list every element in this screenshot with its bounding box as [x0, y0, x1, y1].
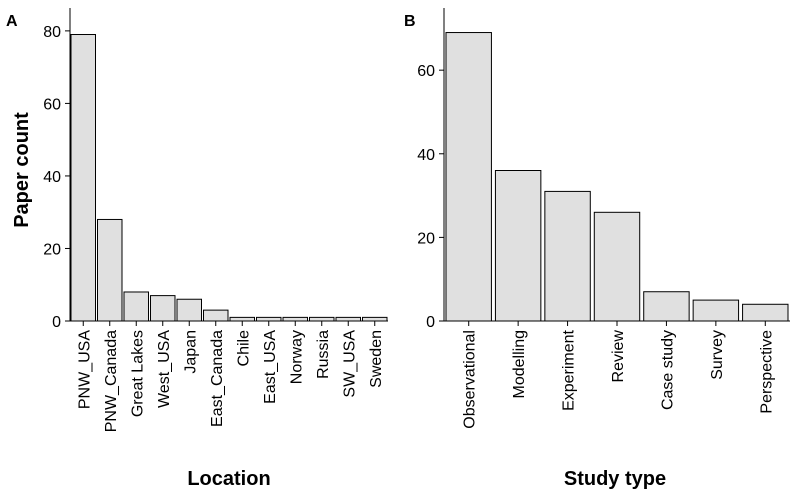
bar-great-lakes [123, 291, 149, 322]
panel-b-label: B [404, 13, 416, 30]
x-tick-label: West_USA [156, 330, 173, 408]
x-tick-label: Modelling [511, 330, 528, 398]
panel-a: A 0 20 40 60 80 PNW_USA PNW_Canada Great Lakes… [6, 8, 388, 490]
bar-sw-usa [335, 316, 361, 322]
x-tick-label: SW_USA [341, 330, 358, 398]
bar-survey [692, 299, 740, 322]
x-tick-label: Norway [288, 330, 305, 384]
panel-b-x-axis-title: Study type [564, 468, 666, 490]
y-tick-label: 0 [426, 314, 435, 331]
y-tick-label: 20 [43, 241, 61, 258]
panel-a-x-axis-title: Location [187, 468, 270, 490]
bar-experiment [544, 190, 591, 322]
panel-b-x-ticks: Observational Modelling Experiment Review Ca… [462, 321, 775, 429]
bar-modelling [494, 170, 542, 322]
bar-russia [309, 316, 335, 322]
x-tick-label: Review [610, 330, 627, 383]
x-tick-label: East_USA [262, 330, 279, 404]
y-tick-label: 40 [43, 169, 61, 186]
bar-pnw-usa [70, 34, 96, 322]
x-tick-label: Chile [235, 330, 252, 367]
bar-east-usa [256, 316, 282, 322]
x-tick-label: Russia [315, 330, 332, 379]
panel-b-bars [445, 32, 789, 322]
bar-japan [176, 298, 202, 322]
x-tick-label: Survey [709, 330, 726, 380]
x-tick-label: East_Canada [209, 330, 226, 427]
panel-a-bars [70, 34, 388, 322]
x-tick-label: PNW_Canada [103, 330, 120, 432]
bar-pnw-canada [97, 218, 123, 322]
bar-norway [282, 316, 308, 322]
bar-chile [229, 316, 255, 322]
panel-a-x-ticks: PNW_USA PNW_Canada Great Lakes West_USA Japa… [76, 321, 385, 432]
x-tick-label: Great Lakes [129, 330, 146, 417]
x-tick-label: Experiment [561, 329, 578, 410]
bar-sweden [362, 316, 388, 322]
y-tick-label: 20 [417, 230, 435, 247]
x-tick-label: Observational [462, 330, 479, 429]
panel-a-label: A [6, 13, 18, 30]
bar-case-study [643, 291, 690, 322]
bar-perspective [742, 303, 789, 322]
bar-review [593, 211, 641, 322]
y-tick-label: 40 [417, 147, 435, 164]
x-tick-label: Perspective [758, 330, 775, 414]
panel-a-y-axis-title: Paper count [11, 112, 33, 228]
y-tick-label: 80 [43, 24, 61, 41]
y-tick-label: 60 [43, 96, 61, 113]
bar-east-canada [203, 309, 229, 322]
x-tick-label: PNW_USA [76, 330, 93, 409]
x-tick-label: Japan [182, 330, 199, 374]
panel-a-y-ticks: 0 20 40 60 80 [43, 24, 70, 331]
panel-b-y-ticks: 0 20 40 60 [417, 63, 444, 331]
y-tick-label: 0 [52, 314, 61, 331]
y-tick-label: 60 [417, 63, 435, 80]
x-tick-label: Sweden [368, 330, 385, 388]
panel-b: B 0 20 40 60 Observational Modelling Experime… [404, 8, 790, 490]
bar-observational [445, 32, 492, 322]
bar-west-usa [150, 295, 176, 322]
x-tick-label: Case study [659, 330, 676, 410]
